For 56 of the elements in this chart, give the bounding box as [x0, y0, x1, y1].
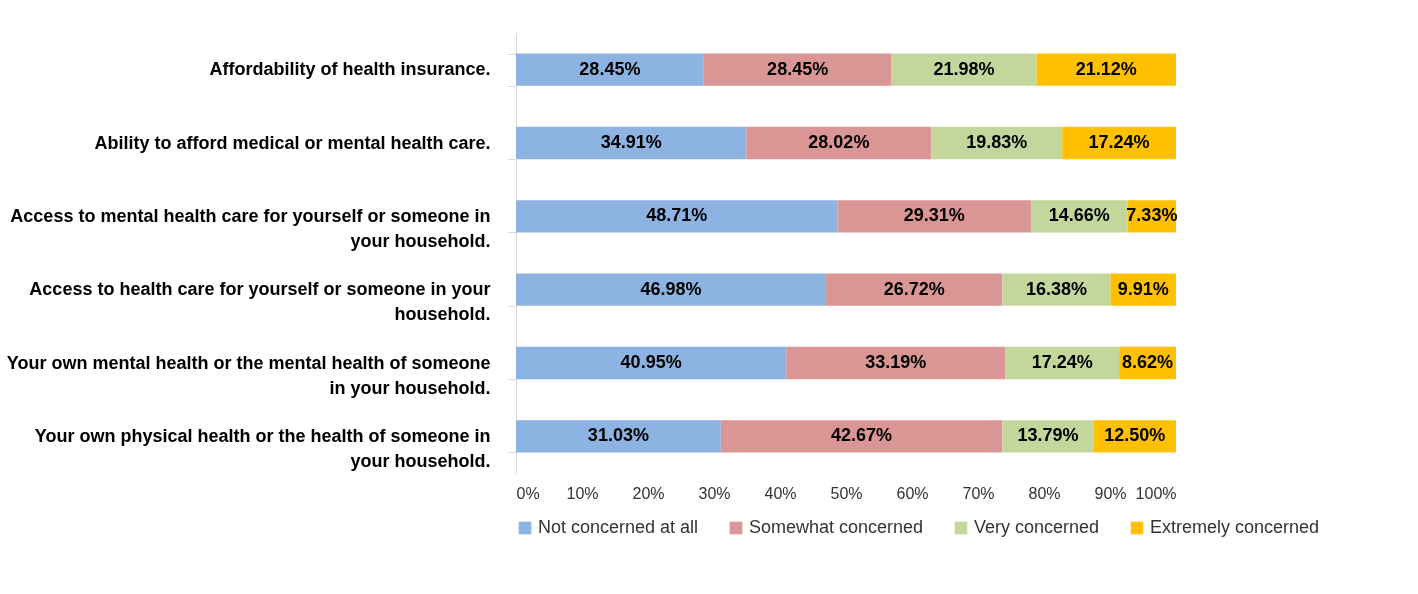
data-label: 9.91%: [1117, 278, 1169, 299]
data-label: 42.67%: [831, 425, 893, 446]
x-tick-label: 90%: [1094, 484, 1127, 502]
data-label: 48.71%: [646, 205, 708, 226]
data-label: 12.50%: [1104, 425, 1166, 446]
y-tick-label: Your own physical health or the health of someone in your household.: [34, 425, 491, 471]
legend-label: Extremely concerned: [1150, 517, 1320, 537]
x-tick-label: 60%: [896, 484, 929, 502]
data-label: 21.98%: [933, 58, 995, 79]
y-tick-label: Your own mental health or the mental health of someone in your household.: [6, 352, 491, 398]
data-label: 33.19%: [865, 352, 927, 372]
data-label: 29.31%: [903, 205, 965, 226]
y-tick-label: Access to mental health care for yourself or someone in your household.: [10, 205, 491, 251]
bar: [786, 346, 1006, 380]
x-tick-label: 10%: [566, 484, 599, 502]
bar: [746, 126, 932, 160]
bar: [516, 420, 721, 453]
data-label: 17.24%: [1031, 352, 1093, 372]
x-tick-label: 30%: [698, 484, 731, 502]
data-label: 34.91%: [600, 132, 662, 152]
y-tick-label: Ability to afford medical or mental health care.: [94, 132, 491, 153]
bar: [837, 200, 1031, 233]
x-tick-label: 40%: [764, 484, 797, 502]
bar: [703, 53, 892, 86]
legend-label: Not concerned at all: [538, 517, 699, 537]
x-tick-label: 20%: [632, 484, 665, 502]
bar: [516, 273, 827, 306]
data-label: 28.45%: [579, 58, 641, 79]
data-label: 26.72%: [883, 278, 945, 299]
data-label: 13.79%: [1017, 425, 1079, 446]
y-tick-label: Access to health care for yourself or someone in your household.: [29, 279, 491, 325]
data-label: 40.95%: [620, 352, 682, 372]
data-label: 28.45%: [767, 58, 829, 79]
bar: [516, 200, 838, 233]
bar: [516, 126, 747, 160]
bar: [516, 53, 704, 86]
data-label: 28.02%: [808, 132, 870, 152]
data-label: 14.66%: [1048, 205, 1110, 226]
data-label: 8.62%: [1122, 352, 1174, 372]
x-tick-label: 50%: [830, 484, 863, 502]
data-label: 17.24%: [1088, 132, 1150, 152]
legend-label: Somewhat concerned: [749, 517, 924, 537]
bar: [516, 346, 787, 380]
data-label: 16.38%: [1025, 278, 1088, 299]
x-tick-label: 70%: [962, 484, 995, 502]
legend-label: Very concerned: [974, 517, 1100, 537]
data-label: 21.12%: [1075, 58, 1137, 79]
x-tick-label: 0%: [516, 484, 540, 502]
data-label: 46.98%: [640, 278, 702, 299]
data-label: 31.03%: [587, 425, 649, 446]
bar: [826, 273, 1003, 306]
x-tick-label: 100%: [1135, 484, 1177, 502]
y-tick-label: Affordability of health insurance.: [209, 59, 491, 80]
bar: [720, 420, 1003, 453]
x-tick-label: 80%: [1028, 484, 1061, 502]
data-label: 19.83%: [966, 132, 1028, 152]
